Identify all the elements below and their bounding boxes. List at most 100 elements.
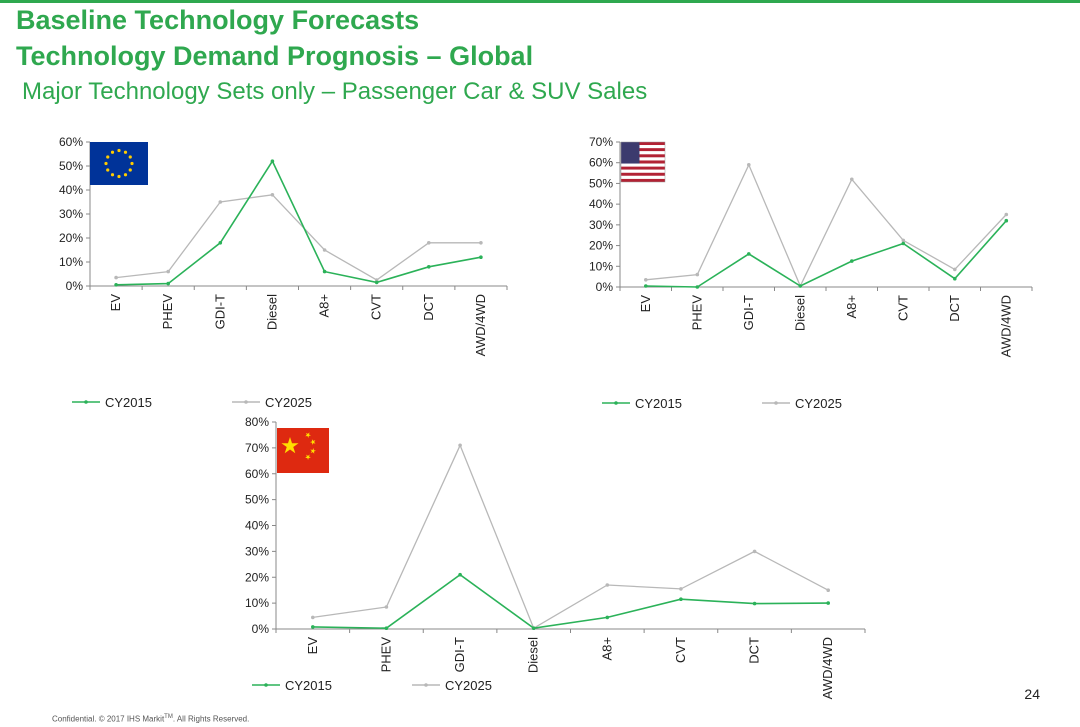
x-tick-label: A8+: [317, 294, 332, 318]
us-flag-stripe: [621, 157, 665, 161]
us-flag-stripe: [621, 148, 665, 152]
y-tick-label: 20%: [589, 239, 613, 253]
data-point-cy2025: [114, 275, 118, 280]
legend-marker: [774, 401, 778, 405]
data-point-cy2025: [679, 587, 683, 591]
data-point-cy2015: [311, 625, 315, 629]
data-point-cy2015: [695, 285, 700, 289]
data-point-cy2015: [826, 601, 830, 605]
chart-3: 0% 10% 20% 30% 40% 50% 60% 70% 80% EV PHEV GDI-T Die…: [245, 415, 866, 699]
x-tick-label: CVT: [673, 637, 688, 663]
us-flag-stripe: [621, 175, 665, 179]
y-tick-label: 50%: [59, 159, 83, 173]
data-point-cy2025: [218, 200, 223, 204]
x-tick-label: Diesel: [264, 294, 279, 330]
us-flag-stripe: [621, 160, 665, 164]
y-tick-label: 0%: [66, 279, 84, 293]
data-point-cy2015: [798, 284, 803, 288]
x-tick-label: AWD/4WD: [998, 295, 1013, 357]
eu-flag-star: [117, 174, 121, 179]
series-line-cy2015: [116, 159, 482, 286]
y-tick-label: 70%: [589, 135, 613, 149]
data-point-cy2025: [605, 583, 610, 587]
us-flag-stripe: [621, 151, 665, 155]
us-flag-stripe: [621, 166, 665, 170]
chart-1: 0% 10% 20% 30% 40% 50% 60% EV PHEV GDI-T Diesel A8+…: [59, 135, 508, 410]
legend-label: CY2015: [285, 678, 332, 693]
x-tick-label: CVT: [369, 294, 384, 320]
x-tick-label: PHEV: [378, 637, 393, 673]
us-flag-stripe: [621, 142, 665, 146]
x-tick-label: DCT: [747, 637, 762, 664]
data-point-cy2015: [1004, 218, 1009, 223]
us-flag-stripe: [621, 178, 665, 182]
footer-text-suffix: . All Rights Reserved.: [172, 714, 250, 724]
us-flag: [620, 141, 666, 183]
legend-label: CY2025: [795, 396, 842, 411]
x-tick-label: CVT: [895, 295, 910, 321]
data-point-cy2025: [427, 241, 431, 245]
x-tick-label: GDI-T: [452, 637, 467, 672]
data-point-cy2015: [901, 241, 906, 246]
data-point-cy2025: [322, 248, 327, 252]
x-tick-label: DCT: [421, 294, 436, 321]
data-point-cy2025: [747, 163, 751, 167]
us-flag-border: [620, 141, 666, 183]
data-point-cy2025: [695, 272, 700, 277]
series-line-cy2015: [645, 220, 1007, 288]
data-point-cy2025: [384, 605, 389, 609]
y-tick-label: 10%: [245, 596, 269, 610]
page-number: 24: [1024, 686, 1040, 702]
y-tick-label: 40%: [589, 197, 613, 211]
eu-flag-star: [128, 155, 132, 159]
y-tick-label: 20%: [59, 231, 83, 245]
data-point-cy2025: [1004, 212, 1009, 217]
y-tick-label: 50%: [589, 176, 613, 190]
data-point-cy2025: [752, 549, 757, 554]
x-tick-label: A8+: [599, 637, 614, 661]
y-tick-label: 40%: [59, 183, 83, 197]
legend-label: CY2015: [105, 395, 152, 410]
data-point-cy2015: [679, 597, 683, 601]
data-point-cy2015: [747, 252, 751, 256]
y-tick-label: 60%: [245, 467, 269, 481]
x-tick-label: Diesel: [792, 295, 807, 331]
legend-label: CY2015: [635, 396, 682, 411]
legend-marker: [614, 401, 618, 405]
data-point-cy2025: [644, 278, 648, 282]
y-tick-label: 70%: [245, 441, 269, 455]
data-point-cy2025: [166, 269, 170, 274]
data-point-cy2015: [458, 572, 462, 577]
y-tick-label: 60%: [589, 156, 613, 170]
us-flag-canton: [621, 142, 640, 164]
china-flag-star: [305, 432, 311, 438]
x-tick-label: AWD/4WD: [820, 637, 835, 699]
x-tick-label: Diesel: [526, 637, 541, 673]
page-title-line2: Technology Demand Prognosis – Global: [16, 41, 534, 71]
series-line-cy2025: [312, 443, 829, 630]
data-point-cy2015: [374, 280, 379, 285]
y-tick-label: 10%: [589, 259, 613, 273]
data-point-cy2015: [479, 255, 483, 259]
y-tick-label: 60%: [59, 135, 83, 149]
x-tick-label: EV: [305, 637, 320, 655]
eu-flag-star: [106, 155, 110, 159]
eu-flag-star: [110, 173, 115, 177]
data-point-cy2025: [826, 588, 830, 592]
eu-flag-star: [104, 161, 108, 166]
legend-marker: [424, 683, 428, 687]
y-tick-label: 20%: [245, 570, 269, 584]
china-flag: [277, 428, 329, 473]
y-tick-label: 30%: [589, 218, 613, 232]
us-flag-stripe: [621, 154, 665, 158]
y-tick-label: 30%: [59, 207, 83, 221]
y-tick-label: 50%: [245, 493, 269, 507]
page-title: Baseline Technology Forecasts: [16, 5, 420, 35]
x-tick-label: PHEV: [160, 294, 175, 330]
x-tick-label: DCT: [947, 295, 962, 322]
x-tick-label: GDI-T: [212, 294, 227, 329]
data-point-cy2015: [218, 241, 223, 245]
legend-marker: [84, 400, 88, 404]
x-tick-label: PHEV: [689, 295, 704, 331]
